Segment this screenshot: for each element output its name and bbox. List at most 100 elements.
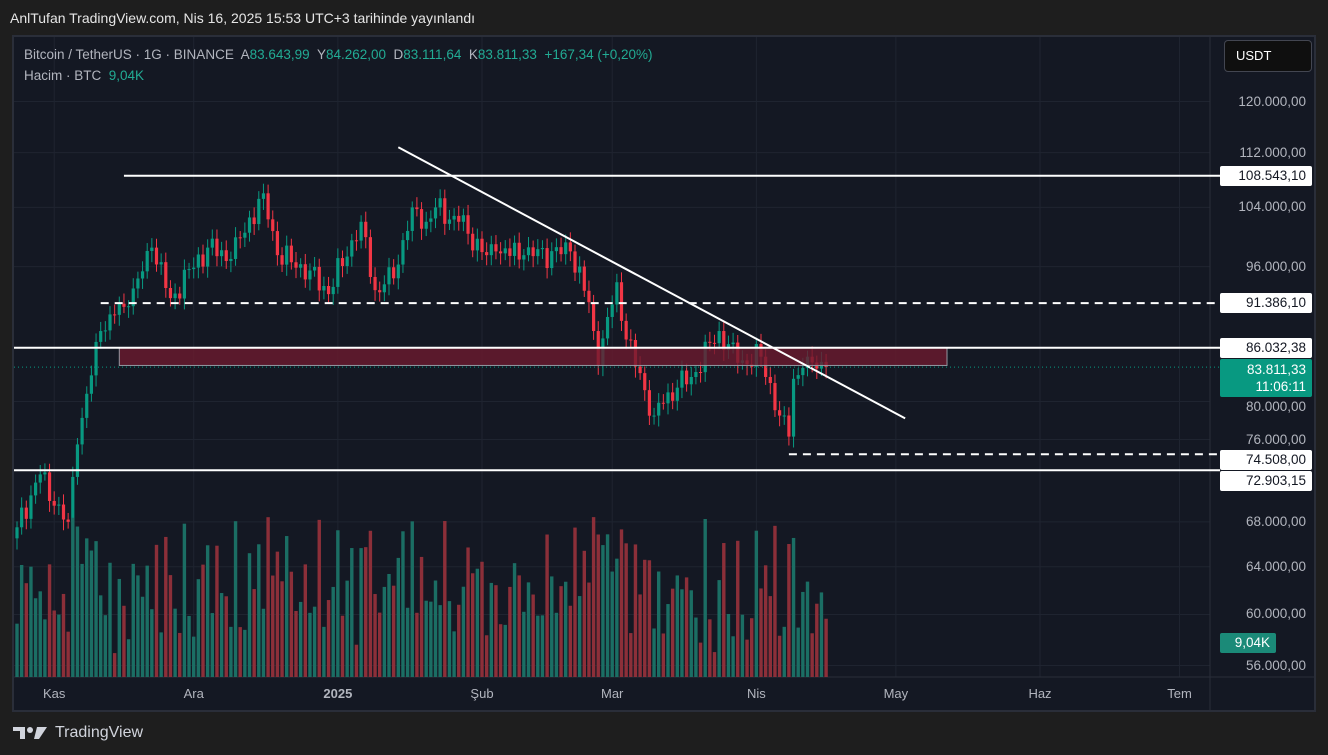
- candle: [238, 237, 242, 239]
- volume-bar: [354, 644, 359, 677]
- candle: [787, 415, 791, 437]
- volume-bar: [670, 588, 675, 677]
- candle: [345, 256, 349, 267]
- volume-bar: [326, 600, 331, 677]
- volume-bar: [424, 600, 428, 677]
- candle: [233, 237, 238, 259]
- candle: [266, 193, 270, 220]
- volume-bar: [429, 601, 433, 677]
- volume-bar: [610, 571, 614, 677]
- volume-bar: [103, 615, 108, 677]
- candle: [401, 240, 405, 265]
- level-price-tag: 91.386,10: [1220, 293, 1312, 314]
- candle: [168, 287, 173, 299]
- candle: [512, 242, 517, 256]
- volume-bar: [457, 604, 461, 677]
- price-chart[interactable]: [14, 37, 1314, 710]
- volume-bar: [126, 639, 131, 677]
- symbol[interactable]: Bitcoin / TetherUS · 1G · BINANCE: [24, 47, 234, 62]
- candle: [429, 218, 433, 222]
- candle: [582, 266, 586, 291]
- candle: [796, 375, 800, 379]
- volume-bar: [498, 624, 503, 677]
- candle: [438, 198, 442, 208]
- volume-bar: [382, 586, 387, 677]
- candle: [526, 247, 531, 256]
- candle: [671, 392, 675, 401]
- candle: [629, 339, 633, 341]
- volume-bar: [559, 586, 563, 677]
- candle: [154, 247, 159, 265]
- close-label: K: [468, 47, 478, 62]
- volume-bar: [89, 550, 94, 677]
- volume-bar: [703, 519, 707, 677]
- volume-bar: [787, 544, 791, 677]
- chart-panel[interactable]: Bitcoin / TetherUS · 1G · BINANCE A83.64…: [12, 35, 1316, 712]
- tradingview-logo[interactable]: TradingView: [13, 724, 143, 742]
- candle: [392, 267, 396, 279]
- volume-bar: [112, 653, 117, 677]
- volume-bar: [466, 547, 470, 677]
- candle: [224, 250, 228, 262]
- candle: [85, 393, 89, 418]
- volume-bar: [317, 519, 321, 677]
- candle: [480, 238, 484, 253]
- volume-bar: [545, 534, 549, 677]
- candle: [396, 264, 400, 279]
- volume-bar: [271, 575, 275, 677]
- trendline: [397, 146, 906, 420]
- candle: [20, 507, 24, 528]
- level-price-tag: 74.508,00: [1220, 449, 1312, 470]
- candle: [15, 527, 19, 539]
- candle: [136, 278, 140, 289]
- candle: [587, 290, 591, 303]
- candle: [764, 356, 768, 377]
- volume-bar: [419, 556, 424, 677]
- volume-bar: [405, 607, 410, 677]
- volume-value: 9,04K: [108, 68, 145, 83]
- volume-bar: [257, 544, 261, 677]
- candle: [350, 240, 354, 257]
- volume-bar: [503, 624, 507, 677]
- bar-countdown: 11:06:11: [1255, 378, 1306, 394]
- volume-bar: [759, 588, 763, 677]
- candle: [229, 258, 233, 262]
- volume-bar: [266, 517, 270, 677]
- candle: [638, 366, 642, 374]
- candle: [559, 247, 563, 255]
- volume-bar: [159, 632, 163, 677]
- candle: [359, 221, 363, 241]
- volume-bar: [815, 603, 819, 677]
- volume-bar: [359, 548, 363, 677]
- volume-bar: [596, 534, 600, 677]
- volume-bar: [368, 530, 373, 677]
- currency-button[interactable]: USDT: [1224, 40, 1312, 72]
- volume-bar: [38, 591, 42, 677]
- price-tick-label: 80.000,00: [1245, 398, 1306, 414]
- candle: [685, 370, 689, 385]
- volume-bar: [233, 521, 238, 677]
- candle: [661, 402, 665, 404]
- volume-bar: [647, 560, 652, 677]
- time-axis-label: Kas: [42, 686, 66, 701]
- candle: [57, 504, 61, 506]
- candle: [433, 207, 438, 219]
- volume-bar: [252, 589, 256, 677]
- volume-bar: [768, 596, 772, 677]
- candle: [364, 221, 368, 238]
- candle: [61, 504, 66, 520]
- volume-bar: [178, 632, 182, 677]
- candle: [303, 264, 307, 280]
- candle: [280, 255, 284, 265]
- volume-bar: [675, 575, 679, 677]
- volume-bar: [192, 636, 196, 677]
- volume-bar: [85, 538, 89, 677]
- volume-bar: [577, 596, 582, 677]
- volume-bar: [536, 615, 540, 677]
- candle: [322, 285, 326, 291]
- low-label: D: [393, 47, 404, 62]
- volume-bar: [475, 568, 480, 677]
- volume-bar: [763, 565, 768, 677]
- candle: [164, 262, 168, 288]
- volume-bar: [52, 610, 56, 677]
